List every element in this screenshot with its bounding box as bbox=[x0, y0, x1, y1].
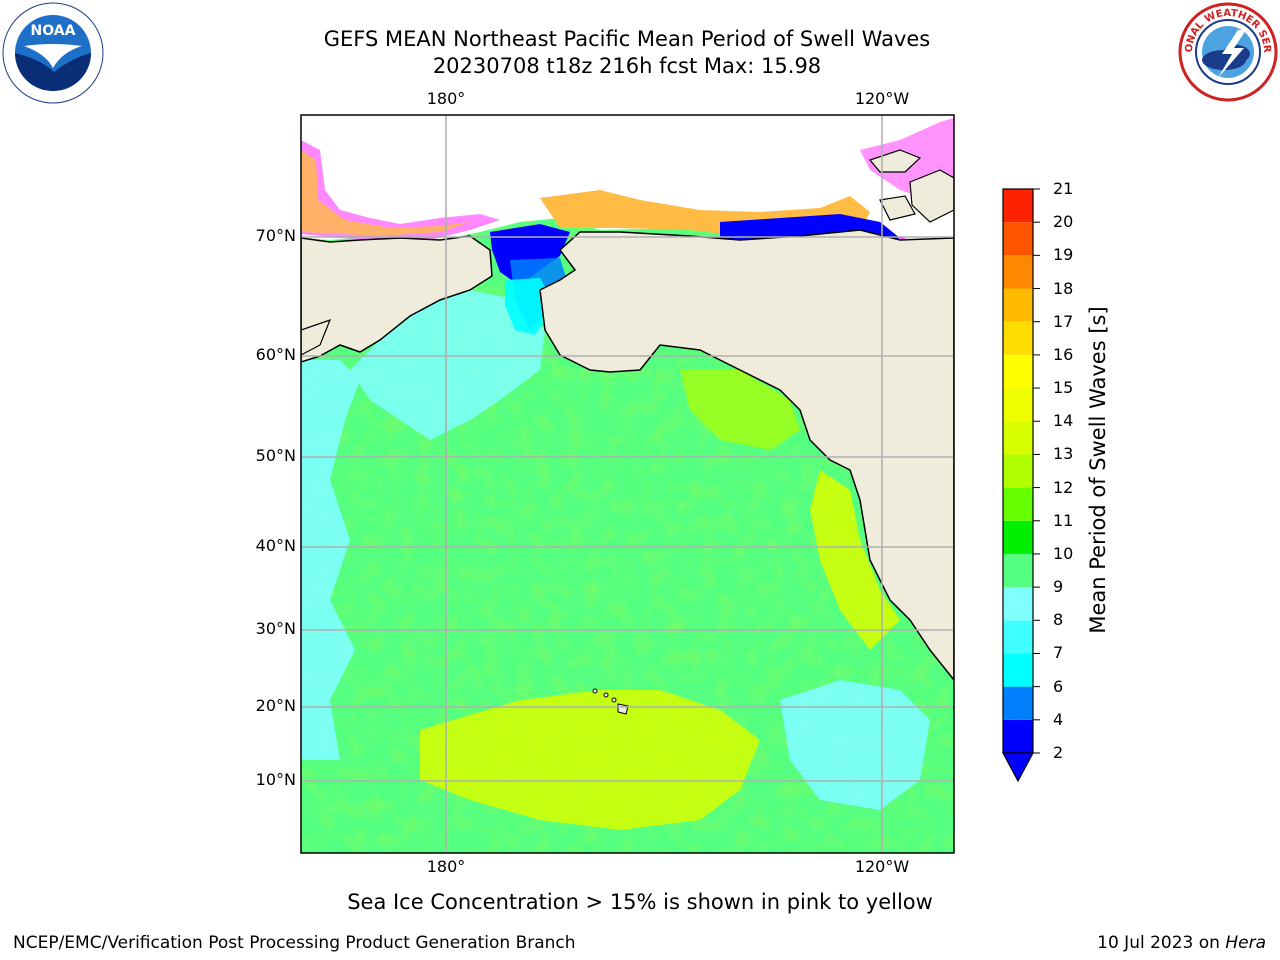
colorbar-swatch bbox=[1003, 686, 1033, 720]
colorbar-label: 17 bbox=[1053, 311, 1074, 331]
yellow-tropical-region bbox=[420, 690, 760, 830]
sea-ice-west-edge bbox=[301, 150, 470, 236]
graticule bbox=[301, 115, 954, 853]
colorbar-label: 6 bbox=[1053, 676, 1064, 696]
cyan-west-region bbox=[301, 360, 360, 760]
colorbar-swatch bbox=[1003, 288, 1033, 322]
lat-label-70n: 70°N bbox=[255, 226, 296, 245]
machine-name: Hera bbox=[1225, 933, 1266, 953]
colorbar-label: 18 bbox=[1053, 278, 1074, 298]
lon-label-top-180: 180° bbox=[426, 89, 466, 108]
colorbar-label: 2 bbox=[1053, 743, 1064, 762]
lat-label-40n: 40°N bbox=[255, 536, 296, 555]
arctic-nodata bbox=[301, 115, 954, 240]
colorbar-label: 19 bbox=[1053, 245, 1074, 265]
colorbar-label: 7 bbox=[1053, 643, 1064, 663]
lon-label-bottom-120w: 120°W bbox=[854, 857, 910, 876]
colorbar-label: 4 bbox=[1053, 709, 1064, 729]
cyan-east-region bbox=[780, 680, 930, 810]
noaa-logo: NOAA bbox=[2, 2, 104, 104]
colorbar-swatch bbox=[1003, 653, 1033, 687]
land-arctic-island-2 bbox=[909, 169, 954, 223]
colorbar-swatch bbox=[1003, 255, 1033, 289]
colorbar-swatch bbox=[1003, 321, 1033, 355]
land-siberia bbox=[301, 235, 493, 363]
sea-ice-west bbox=[301, 140, 500, 240]
colorbar-swatch bbox=[1003, 454, 1033, 488]
yellow-coast-region bbox=[810, 470, 900, 650]
lon-label-top-120w: 120°W bbox=[854, 89, 910, 108]
map-subtitle: 20230708 t18z 216h fcst Max: 15.98 bbox=[432, 54, 822, 78]
colorbar-swatch bbox=[1003, 719, 1033, 753]
credit-text: NCEP/EMC/Verification Post Processing Pr… bbox=[13, 933, 576, 953]
land-arctic-island-3 bbox=[879, 195, 916, 221]
land-alaska bbox=[539, 229, 954, 682]
colorbar-label: 13 bbox=[1053, 444, 1074, 464]
colorbar-label: 9 bbox=[1053, 577, 1064, 597]
map-title: GEFS MEAN Northeast Pacific Mean Period … bbox=[323, 27, 931, 51]
land-kamchatka bbox=[301, 319, 332, 356]
colorbar-swatch bbox=[1003, 354, 1033, 389]
colorbar-swatch bbox=[1003, 587, 1033, 621]
colorbar-swatch bbox=[1003, 487, 1033, 521]
colorbar-title: Mean Period of Swell Waves [s] bbox=[1086, 306, 1110, 634]
yellow-gulf-region bbox=[680, 370, 800, 450]
date-text: 10 Jul 2023 on Hera bbox=[1097, 933, 1266, 953]
colorbar-label: 10 bbox=[1053, 543, 1074, 563]
nws-logo: NATIONAL WEATHER SERVICE bbox=[1178, 2, 1278, 102]
cyan-bering-region bbox=[350, 290, 545, 440]
colorbar-swatch bbox=[1003, 520, 1033, 554]
lat-label-10n: 10°N bbox=[255, 770, 296, 789]
colorbar-extend-triangle bbox=[1001, 752, 1035, 783]
colorbar-swatch bbox=[1003, 421, 1033, 455]
lat-label-60n: 60°N bbox=[255, 345, 296, 364]
map-frame bbox=[300, 114, 955, 854]
sea-ice-note: Sea Ice Concentration > 15% is shown in … bbox=[347, 890, 933, 914]
lat-label-20n: 20°N bbox=[255, 696, 296, 715]
colorbar-label: 8 bbox=[1053, 610, 1064, 630]
lon-label-bottom-180: 180° bbox=[426, 857, 466, 876]
colorbar-label: 12 bbox=[1053, 477, 1074, 497]
colorbar-swatch bbox=[1003, 553, 1033, 588]
colorbar-label: 15 bbox=[1053, 378, 1074, 398]
colorbar-label: 20 bbox=[1053, 212, 1074, 232]
colorbar-label: 16 bbox=[1053, 344, 1074, 364]
colorbar-label: 21 bbox=[1053, 179, 1074, 198]
colorbar-swatch bbox=[1003, 388, 1033, 422]
colorbar-swatch bbox=[1003, 222, 1033, 256]
blue-chukchi bbox=[490, 224, 570, 286]
date-value: 10 Jul 2023 on bbox=[1097, 933, 1226, 953]
lat-label-30n: 30°N bbox=[255, 619, 296, 638]
colorbar-label: 11 bbox=[1053, 510, 1074, 530]
colorbar-swatch bbox=[1003, 189, 1033, 223]
svg-text:NOAA: NOAA bbox=[31, 23, 76, 39]
colorbar-frame bbox=[1002, 188, 1034, 754]
lat-label-50n: 50°N bbox=[255, 446, 296, 465]
colorbar-swatch bbox=[1003, 620, 1033, 654]
colorbar-label: 14 bbox=[1053, 411, 1074, 431]
